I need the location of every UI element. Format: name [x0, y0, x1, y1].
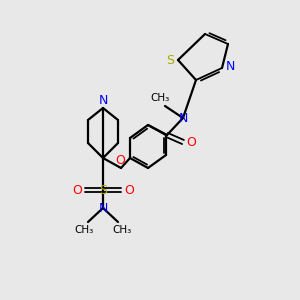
Text: O: O	[186, 136, 196, 148]
Text: N: N	[178, 112, 188, 124]
Text: O: O	[115, 154, 125, 166]
Text: O: O	[72, 184, 82, 196]
Text: S: S	[166, 53, 174, 67]
Text: N: N	[225, 59, 235, 73]
Text: N: N	[98, 202, 108, 214]
Text: CH₃: CH₃	[74, 225, 94, 235]
Text: O: O	[124, 184, 134, 196]
Text: N: N	[98, 94, 108, 106]
Text: CH₃: CH₃	[112, 225, 132, 235]
Text: CH₃: CH₃	[150, 93, 170, 103]
Text: S: S	[99, 184, 107, 196]
